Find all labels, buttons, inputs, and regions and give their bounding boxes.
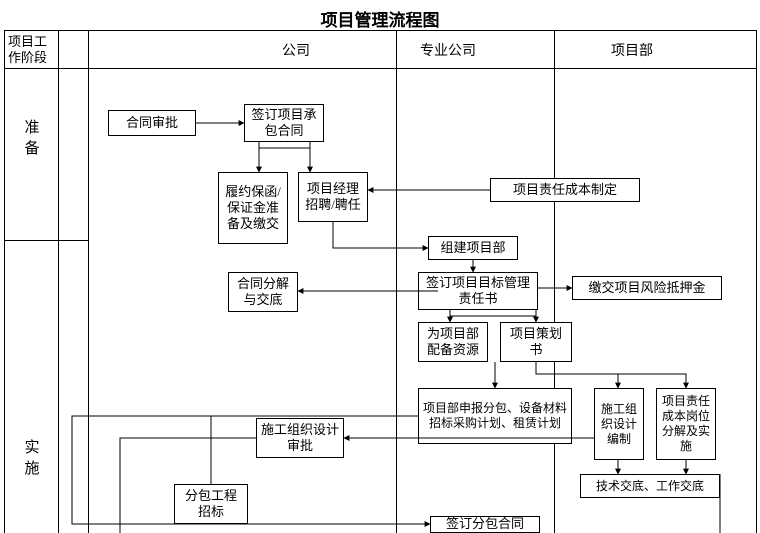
flow-node: 签订分包合同 (430, 516, 540, 533)
chart-title: 项目管理流程图 (0, 6, 760, 31)
col-header: 专业公司 (408, 40, 488, 60)
flow-node: 施工组织设计审批 (256, 418, 344, 458)
flow-node: 为项目部配备资源 (418, 322, 488, 362)
grid-vline (58, 30, 59, 533)
flow-node: 履约保函/保证金准备及缴交 (218, 172, 288, 244)
grid-hline (4, 240, 88, 241)
flow-node: 技术交底、工作交底 (580, 474, 720, 498)
flow-edge (536, 362, 686, 388)
grid-hline (4, 68, 756, 69)
edges-layer (0, 0, 760, 533)
flow-node: 分包工程招标 (174, 484, 248, 524)
flow-node: 项目责任成本制定 (490, 178, 640, 202)
flow-edge (72, 416, 430, 524)
phase-label: 实施 (4, 430, 58, 490)
flow-node: 签订项目目标管理责任书 (418, 272, 538, 310)
grid-vline (88, 30, 89, 533)
flow-node: 项目策划书 (500, 322, 572, 362)
col-header-phase: 项目工作阶段 (4, 32, 58, 70)
flow-node: 签订项目承包合同 (244, 104, 324, 142)
flow-node: 施工组织设计编制 (594, 388, 644, 460)
grid-vline (554, 30, 555, 533)
phase-label: 准备 (4, 110, 58, 170)
flow-node: 项目部申报分包、设备材料招标采购计划、租赁计划 (418, 388, 572, 444)
col-header: 项目部 (592, 40, 672, 60)
flow-node: 组建项目部 (428, 236, 518, 260)
flow-node: 合同分解与交底 (228, 272, 298, 312)
grid-vline (396, 30, 397, 533)
flow-node: 缴交项目风险抵押金 (572, 276, 722, 300)
grid-hline (4, 30, 756, 31)
flowchart-canvas: 项目管理流程图 项目工作阶段 公司 专业公司 项目部 准备实施 合同审批 签订项目承包合… (0, 0, 760, 533)
grid-vline (756, 30, 757, 533)
flow-node: 项目经理招聘/聘任 (298, 172, 368, 222)
flow-node: 项目责任成本岗位分解及实施 (656, 388, 716, 460)
col-header: 公司 (256, 40, 336, 60)
flow-node: 合同审批 (108, 110, 196, 136)
flow-edge (333, 222, 428, 248)
